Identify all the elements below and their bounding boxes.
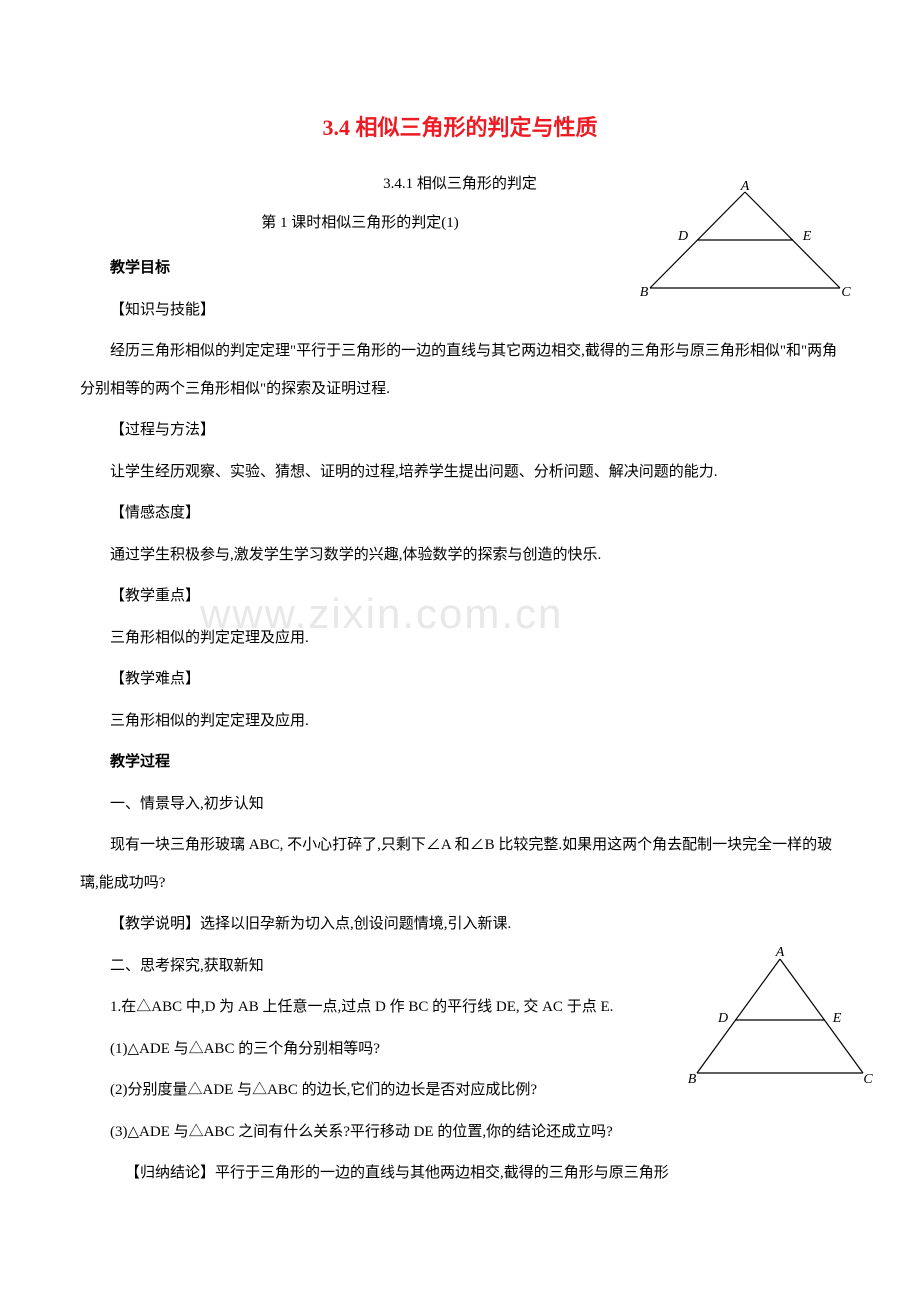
methods-text: 让学生经历观察、实验、猜想、证明的过程,培养学生提出问题、分析问题、解决问题的能… xyxy=(80,454,840,492)
skills-label: 【知识与技能】 xyxy=(80,292,840,330)
attitude-label: 【情感态度】 xyxy=(80,495,840,533)
explore-q2: (2)分别度量△ADE 与△ABC 的边长,它们的边长是否对应成比例? xyxy=(80,1072,840,1110)
methods-label: 【过程与方法】 xyxy=(80,412,840,450)
keypoint-label: 【教学重点】 xyxy=(80,578,840,616)
attitude-text: 通过学生积极参与,激发学生学习数学的兴趣,体验数学的探索与创造的快乐. xyxy=(80,537,840,575)
difficulty-text: 三角形相似的判定定理及应用. xyxy=(80,703,840,741)
svg-text:C: C xyxy=(863,1072,873,1087)
explore-heading: 二、思考探究,获取新知 xyxy=(80,948,840,986)
section-process-title: 教学过程 xyxy=(80,744,840,782)
subtitle: 3.4.1 相似三角形的判定 xyxy=(80,172,840,193)
section-goals-title: 教学目标 xyxy=(80,250,840,288)
document-content: 3.4 相似三角形的判定与性质 3.4.1 相似三角形的判定 第 1 课时相似三… xyxy=(80,110,840,1193)
explore-item1: 1.在△ABC 中,D 为 AB 上任意一点,过点 D 作 BC 的平行线 DE… xyxy=(80,989,840,1027)
keypoint-text: 三角形相似的判定定理及应用. xyxy=(80,620,840,658)
lesson-title: 第 1 课时相似三角形的判定(1) xyxy=(80,211,840,232)
explore-q3: (3)△ADE 与△ABC 之间有什么关系?平行移动 DE 的位置,你的结论还成… xyxy=(80,1114,840,1152)
intro-heading: 一、情景导入,初步认知 xyxy=(80,786,840,824)
explore-q1: (1)△ADE 与△ABC 的三个角分别相等吗? xyxy=(80,1031,840,1069)
svg-text:C: C xyxy=(841,285,851,300)
difficulty-label: 【教学难点】 xyxy=(80,661,840,699)
teaching-note: 【教学说明】选择以旧孕新为切入点,创设问题情境,引入新课. xyxy=(80,906,840,944)
conclusion: 【归纳结论】平行于三角形的一边的直线与其他两边相交,截得的三角形与原三角形 xyxy=(80,1155,840,1193)
skills-text: 经历三角形相似的判定定理"平行于三角形的一边的直线与其它两边相交,截得的三角形与… xyxy=(80,333,840,408)
main-title: 3.4 相似三角形的判定与性质 xyxy=(80,110,840,142)
intro-body: 现有一块三角形玻璃 ABC, 不小心打碎了,只剩下∠A 和∠B 比较完整.如果用… xyxy=(80,827,840,902)
